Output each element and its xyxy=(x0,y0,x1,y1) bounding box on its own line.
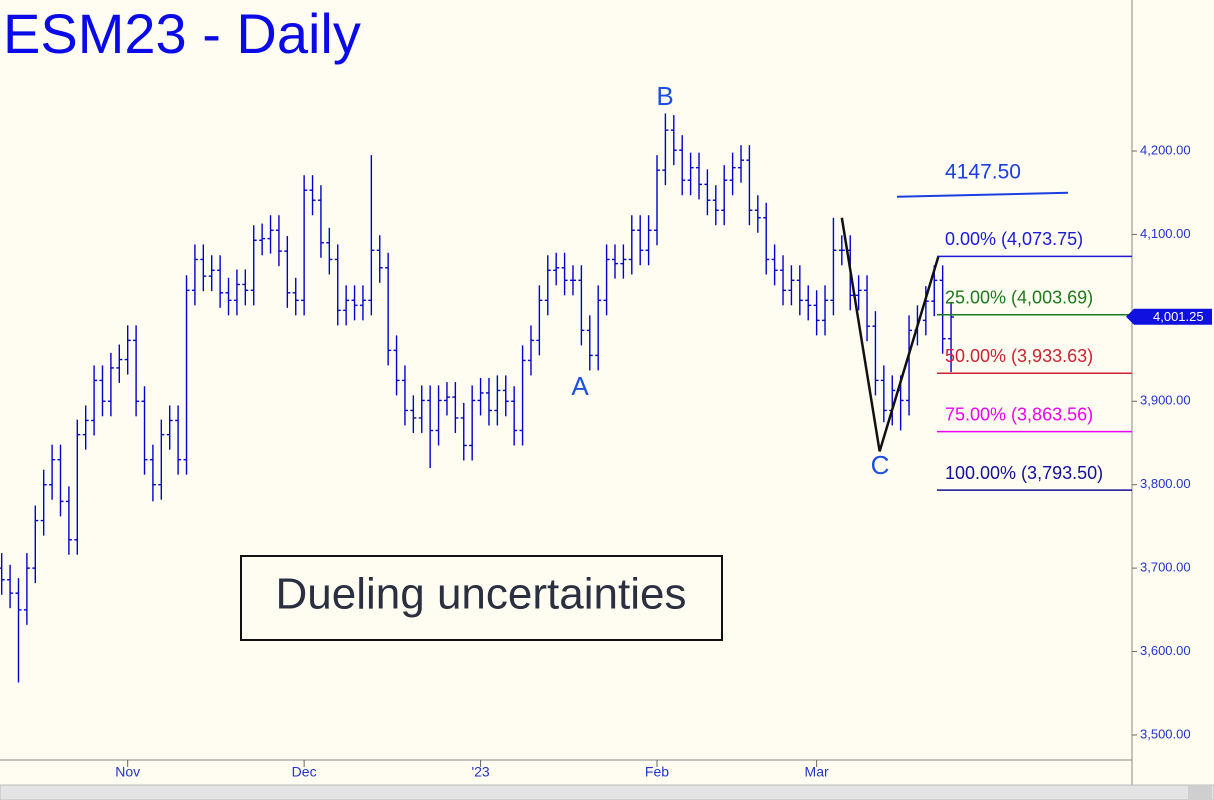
fib-label: 75.00% (3,863.56) xyxy=(945,404,1093,424)
x-tick-label: Feb xyxy=(645,764,669,780)
x-tick-label: Nov xyxy=(115,764,140,780)
target-label: 4147.50 xyxy=(945,160,1021,183)
chart-title: ESM23 - Daily xyxy=(3,2,361,65)
note: Dueling uncertainties xyxy=(276,570,687,619)
x-tick-label: Mar xyxy=(805,764,829,780)
y-tick-label: 3,600.00 xyxy=(1140,643,1191,658)
note-box xyxy=(240,555,723,641)
zigzag xyxy=(840,217,940,452)
y-tick-label: 3,800.00 xyxy=(1140,476,1191,491)
wave-label: A xyxy=(571,371,589,401)
y-tick-label: 3,500.00 xyxy=(1140,726,1191,741)
wave-label: C xyxy=(871,450,890,480)
wave-label: B xyxy=(656,81,673,111)
fib-label: 0.00% (4,073.75) xyxy=(945,229,1083,249)
last-price-label: 4,001.25 xyxy=(1153,309,1204,324)
y-tick-label: 3,700.00 xyxy=(1140,560,1191,575)
y-tick-label: 3,900.00 xyxy=(1140,393,1191,408)
y-tick-label: 4,100.00 xyxy=(1140,226,1191,241)
target-line xyxy=(896,191,1069,198)
x-tick-label: '23 xyxy=(471,764,489,780)
scroll-button[interactable] xyxy=(1188,786,1212,799)
fib-label: 50.00% (3,933.63) xyxy=(945,346,1093,366)
scrollbar[interactable] xyxy=(0,784,1214,800)
fib-label: 100.00% (3,793.50) xyxy=(945,463,1103,483)
y-tick-label: 4,200.00 xyxy=(1140,142,1191,157)
x-tick-label: Dec xyxy=(292,764,317,780)
last-price-tag xyxy=(1126,308,1212,325)
fib-label: 25.00% (4,003.69) xyxy=(945,288,1093,308)
